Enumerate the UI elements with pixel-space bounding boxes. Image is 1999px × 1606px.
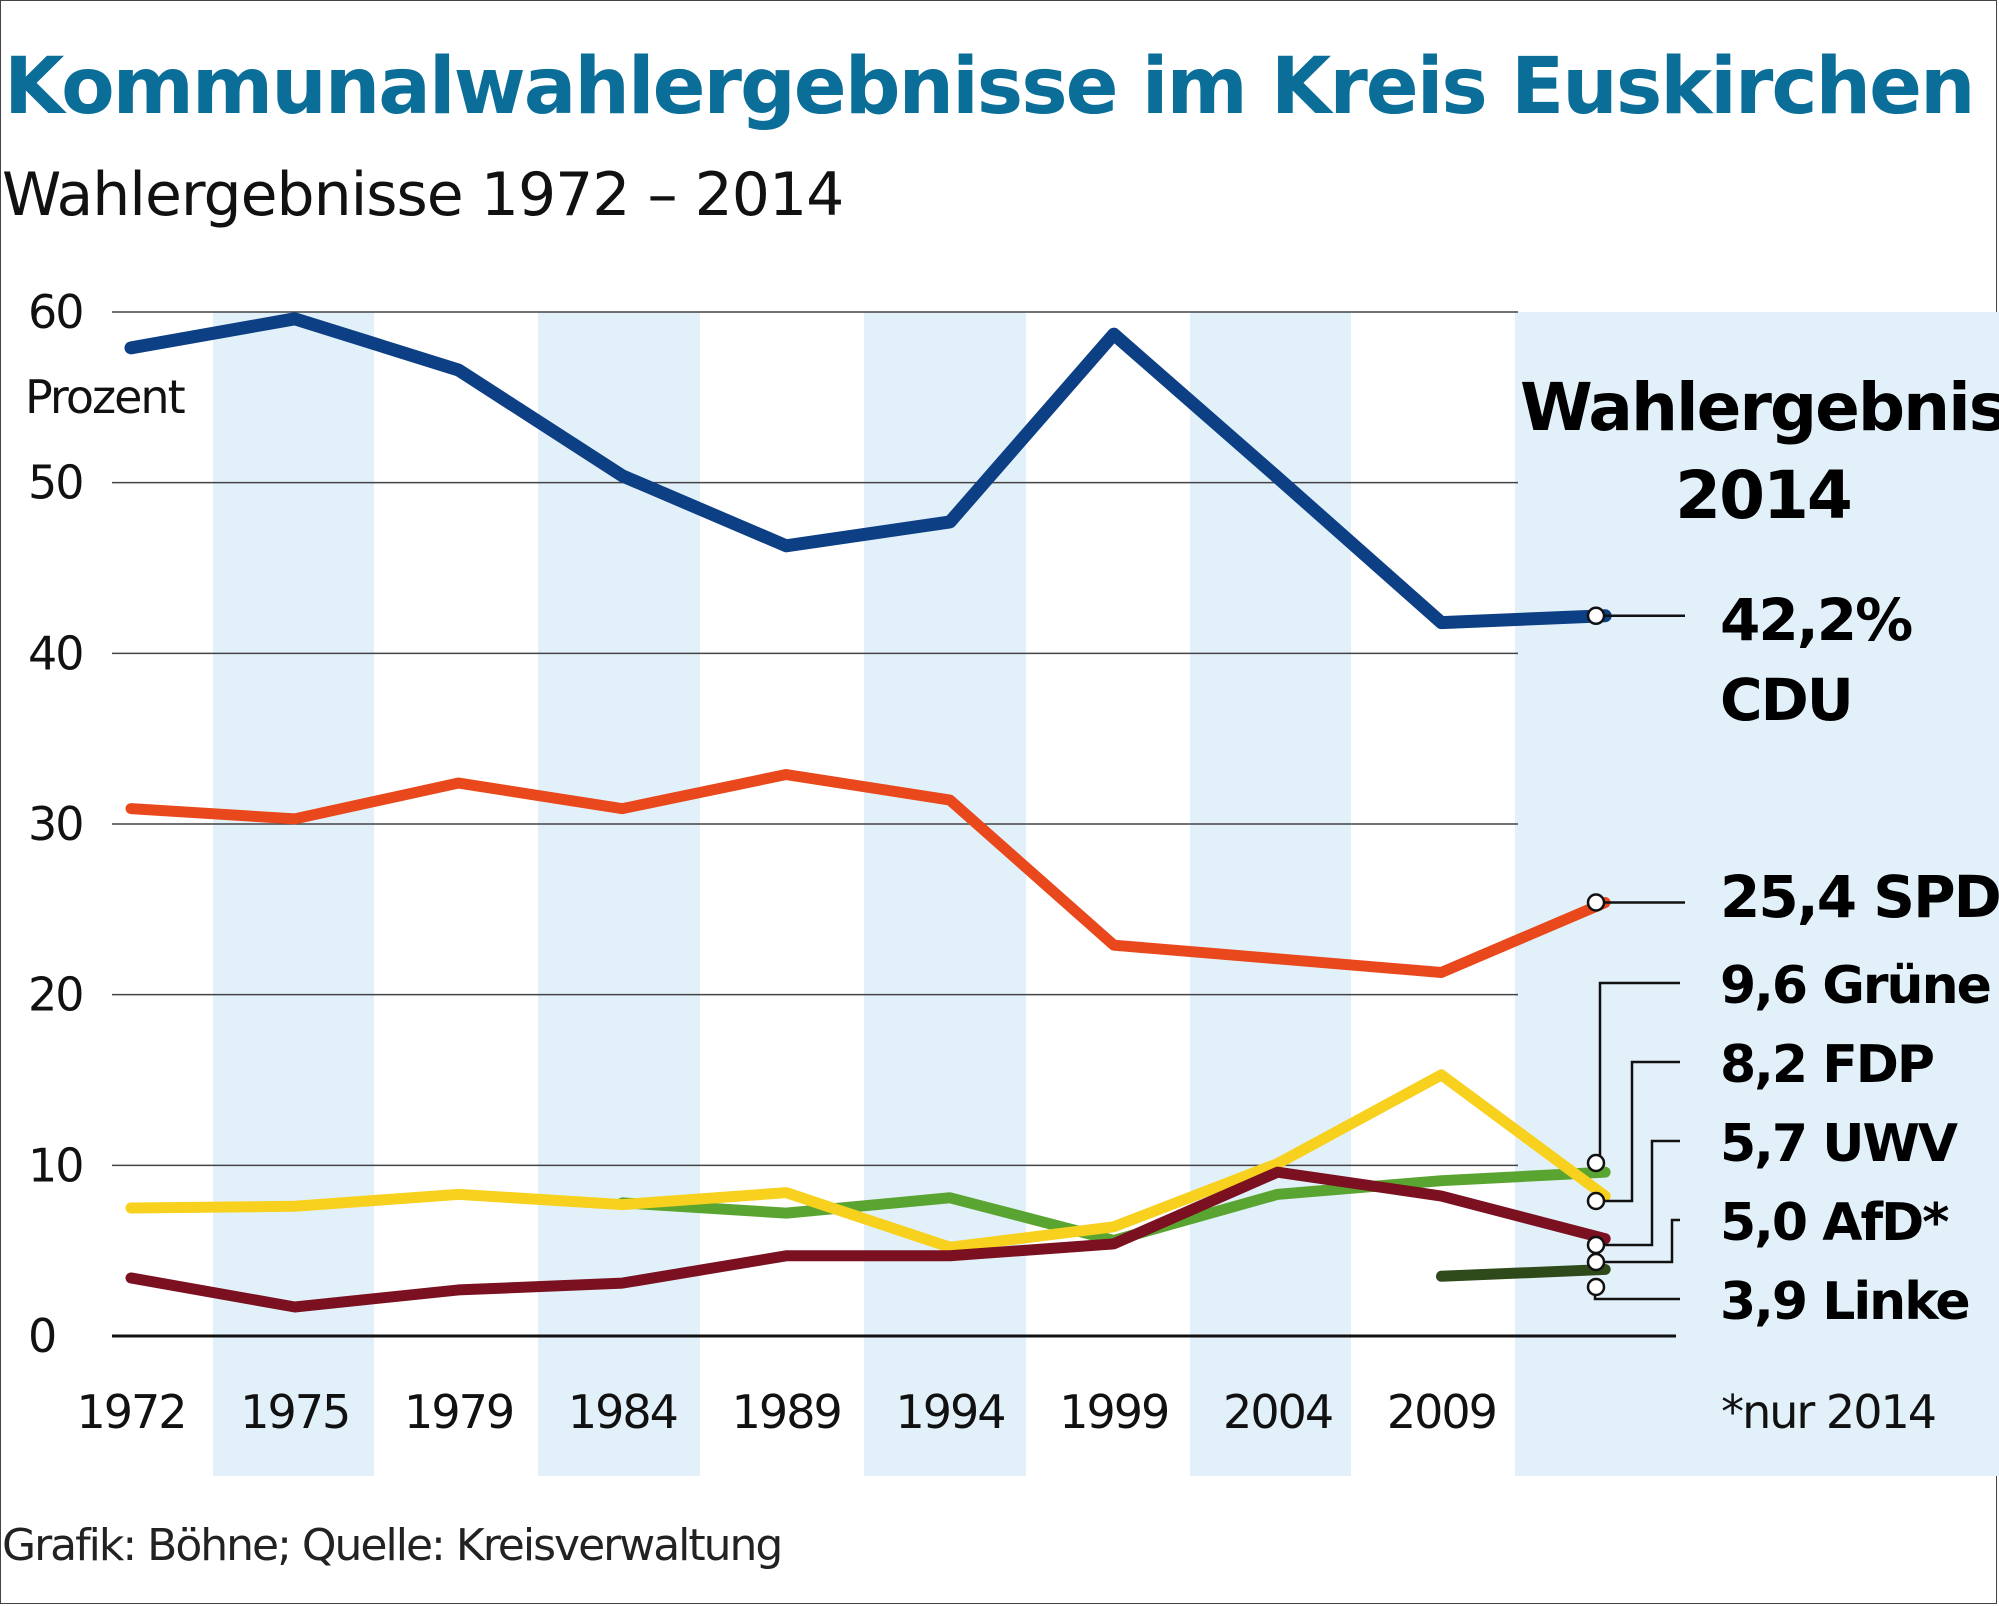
x-tick-label: 2009 [1387, 1385, 1496, 1439]
label-cdu-name: CDU [1720, 666, 1852, 734]
y-tick-label: 40 [28, 626, 83, 680]
panel-year: 2014 [1675, 457, 1851, 534]
leader-line [1596, 1139, 1680, 1247]
panel-title: Wahlergebnis [1520, 369, 1999, 446]
label-linke: 3,9 Linke [1720, 1272, 1969, 1332]
background-band [1190, 312, 1351, 1476]
y-tick-label: 60 [28, 285, 83, 339]
x-tick-label: 1984 [568, 1385, 677, 1439]
marker-linke [1586, 1277, 1606, 1297]
marker-grüne [1586, 1153, 1606, 1173]
marker-cdu [1586, 606, 1606, 626]
footnote: *nur 2014 [1721, 1385, 1935, 1439]
x-tick-label: 1975 [240, 1385, 349, 1439]
series-line-linke [1435, 1263, 1611, 1282]
marker-spd [1586, 893, 1606, 912]
x-tick-label: 1979 [404, 1385, 513, 1439]
marker-uwv [1586, 1235, 1606, 1255]
y-axis-label: Prozent [25, 370, 185, 424]
label-cdu-value: 42,2% [1720, 586, 1912, 654]
leader-line [1596, 1218, 1680, 1264]
series-line-uwv [125, 1166, 1611, 1313]
label-uwv: 5,7 UWV [1720, 1114, 1958, 1174]
label-fdp: 8,2 FDP [1720, 1035, 1933, 1095]
chart-title: Kommunalwahlergebnisse im Kreis Euskirch… [4, 42, 1976, 132]
y-tick-label: 20 [28, 968, 83, 1022]
x-tick-label: 1994 [895, 1385, 1004, 1439]
background-band [213, 312, 374, 1476]
source-footer: Grafik: Böhne; Quelle: Kreisverwaltung [2, 1520, 783, 1571]
background-band [864, 312, 1026, 1476]
label-afd: 5,0 AfD* [1720, 1193, 1949, 1253]
leader-line [1596, 1060, 1680, 1203]
y-tick-label: 10 [28, 1138, 83, 1192]
marker-afd [1586, 1252, 1606, 1272]
x-tick-label: 1989 [732, 1385, 841, 1439]
series-line-cdu [124, 312, 1612, 630]
chart-subtitle: Wahlergebnisse 1972 – 2014 [2, 160, 844, 230]
x-tick-label: 1999 [1059, 1385, 1168, 1439]
x-tick-label: 2004 [1223, 1385, 1332, 1439]
background-band [538, 312, 700, 1476]
series-line-fdp [125, 1069, 1611, 1253]
x-tick-label: 1972 [76, 1385, 185, 1439]
y-tick-label: 0 [28, 1309, 55, 1363]
label-grüne: 9,6 Grüne [1720, 956, 1990, 1016]
y-tick-label: 30 [28, 797, 83, 851]
label-spd: 25,4 SPD [1720, 863, 1999, 931]
marker-fdp [1586, 1191, 1606, 1211]
series-line-spd [125, 769, 1611, 978]
y-tick-label: 50 [28, 456, 83, 510]
